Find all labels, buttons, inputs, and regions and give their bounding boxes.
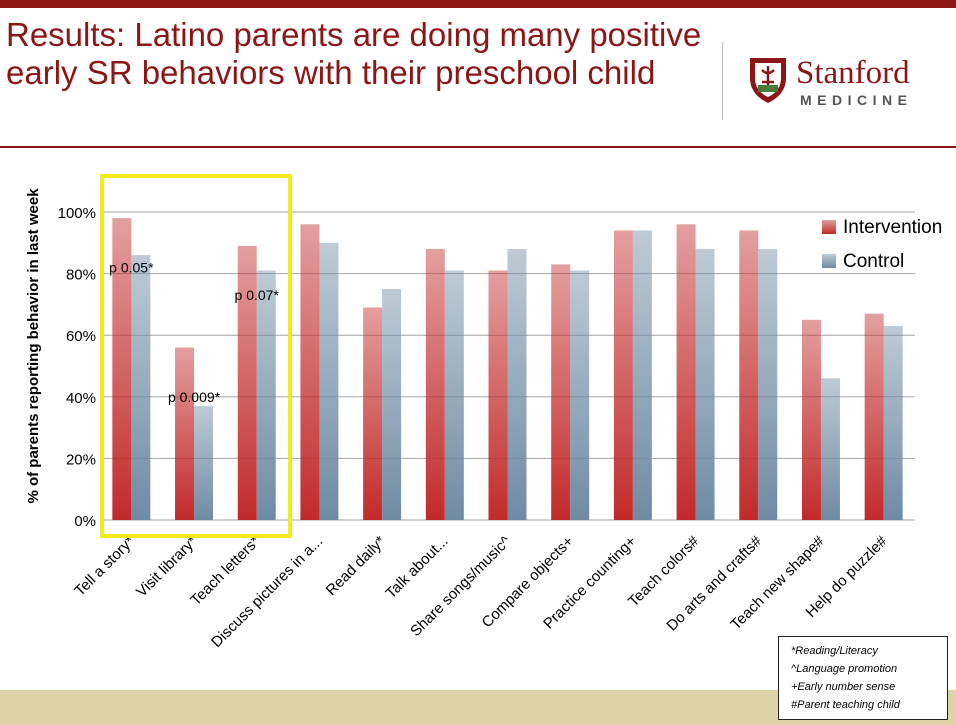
y-tick-label: 80% (66, 267, 96, 284)
control-bar (883, 325, 903, 520)
logo-subtitle: MEDICINE (800, 92, 913, 108)
stanford-medicine-logo: Stanford MEDICINE (748, 55, 948, 116)
control-bar (444, 270, 464, 520)
intervention-bar (613, 230, 633, 520)
legend-label: Control (843, 251, 904, 272)
legend-label: Intervention (843, 217, 942, 238)
control-bar (382, 289, 402, 520)
y-axis-title: % of parents reporting behavior in last … (25, 188, 42, 504)
x-tick-label: Visit library* (133, 533, 201, 601)
control-bar (758, 248, 778, 520)
note-number: +Early number sense (791, 681, 896, 693)
note-language: ^Language promotion (791, 663, 898, 675)
slide-title: Results: Latino parents are doing many p… (6, 16, 702, 91)
title-rule (0, 146, 956, 148)
p-value-annotation: p 0.009* (168, 389, 221, 405)
control-bar (194, 406, 214, 520)
intervention-bar (864, 313, 884, 520)
control-bar (507, 248, 527, 520)
bar-chart: 0% 20% 40% 60% 80% 100% p 0.05* p 0.009* p 0.07*… (25, 174, 942, 706)
control-bar (632, 230, 652, 520)
intervention-bar (175, 347, 195, 520)
legend-swatch (822, 220, 836, 234)
intervention-bar (300, 224, 320, 520)
intervention-bar (551, 264, 571, 520)
y-tick-label: 20% (66, 451, 96, 468)
control-bar (319, 242, 339, 521)
top-accent-bar (0, 0, 956, 8)
y-tick-label: 40% (66, 390, 96, 407)
note-teaching: #Parent teaching child (791, 699, 900, 711)
y-tick-label: 60% (66, 328, 96, 345)
x-tick-label: Tell a story* (71, 533, 138, 600)
x-tick-label: Discuss pictures in a... (208, 533, 326, 651)
logo-divider (722, 42, 723, 120)
control-bar (256, 270, 276, 520)
logo-wordmark: Stanford (796, 55, 910, 91)
y-tick-label: 0% (74, 513, 96, 530)
control-bar (131, 255, 151, 520)
intervention-bar (112, 218, 132, 520)
control-bar (820, 378, 840, 520)
control-bar (695, 248, 715, 520)
highlight-box (100, 174, 293, 538)
x-tick-label: Talk about... (382, 533, 451, 602)
intervention-bar (801, 319, 821, 520)
footnote-legend: *Reading/Literacy ^Language promotion +E… (778, 636, 948, 720)
shield-icon (750, 58, 786, 103)
y-tick-label: 100% (58, 205, 96, 222)
intervention-bar (425, 248, 445, 520)
p-value-annotation: p 0.05* (109, 259, 154, 275)
x-tick-label: Read daily* (323, 533, 389, 599)
intervention-bar (237, 245, 257, 520)
intervention-bar (676, 224, 696, 520)
p-value-annotation: p 0.07* (235, 287, 280, 303)
intervention-bar (739, 230, 759, 520)
intervention-bar (363, 307, 383, 520)
legend-swatch (822, 254, 836, 268)
intervention-bar (488, 270, 508, 520)
control-bar (570, 270, 590, 520)
note-reading: *Reading/Literacy (791, 645, 878, 657)
